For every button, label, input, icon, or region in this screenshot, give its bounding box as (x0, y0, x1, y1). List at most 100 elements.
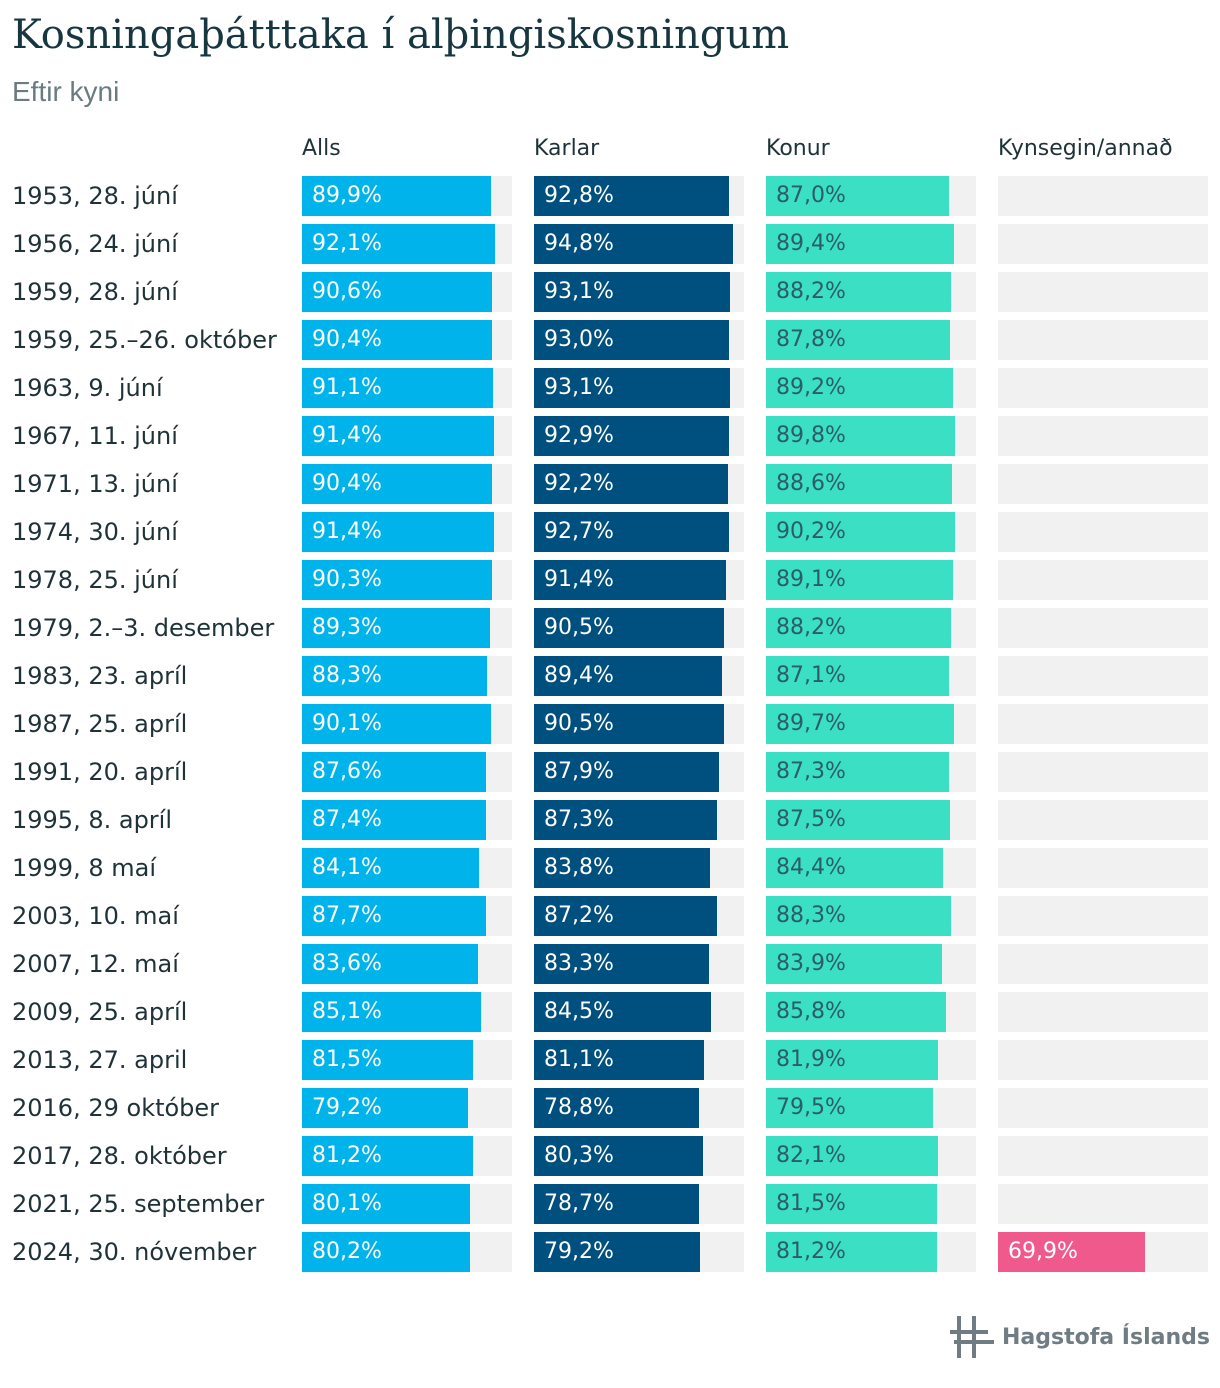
bar-alls (302, 992, 481, 1032)
bar-track: 93,1% (534, 272, 744, 312)
bar-value-label: 81,2% (312, 1143, 382, 1168)
bar-value-label: 87,1% (776, 663, 846, 688)
bar-track: 93,0% (534, 320, 744, 360)
bar-value-label: 90,3% (312, 567, 382, 592)
bar-value-label: 90,1% (312, 711, 382, 736)
bar-value-label: 90,5% (544, 615, 614, 640)
bar-track: 83,3% (534, 944, 744, 984)
bar-value-label: 90,4% (312, 327, 382, 352)
bar-track: 90,3% (302, 560, 512, 600)
bar-value-label: 69,9% (1008, 1239, 1078, 1264)
bar-track (998, 656, 1208, 696)
bar-value-label: 91,4% (312, 423, 382, 448)
bar-track (998, 1136, 1208, 1176)
bar-track: 83,6% (302, 944, 512, 984)
column-header-karlar: Karlar (534, 136, 600, 161)
bar-track: 81,9% (766, 1040, 976, 1080)
bar-track: 90,4% (302, 320, 512, 360)
bar-value-label: 84,4% (776, 855, 846, 880)
bar-value-label: 89,1% (776, 567, 846, 592)
bar-track: 81,2% (766, 1232, 976, 1272)
row-label: 1956, 24. júní (12, 230, 178, 258)
bar-value-label: 90,6% (312, 279, 382, 304)
bar-track: 83,9% (766, 944, 976, 984)
bar-value-label: 79,5% (776, 1095, 846, 1120)
bar-konur (766, 704, 955, 744)
bar-track: 87,7% (302, 896, 512, 936)
row-label: 1974, 30. júní (12, 518, 178, 546)
bar-track (998, 560, 1208, 600)
bar-track: 84,1% (302, 848, 512, 888)
bar-konur (766, 560, 954, 600)
bar-value-label: 88,3% (312, 663, 382, 688)
bar-karlar (534, 272, 730, 312)
bar-value-label: 91,4% (312, 519, 382, 544)
bar-value-label: 90,5% (544, 711, 614, 736)
bar-track: 87,3% (534, 800, 744, 840)
bar-value-label: 94,8% (544, 231, 614, 256)
bar-value-label: 83,8% (544, 855, 614, 880)
bar-alls (302, 848, 479, 888)
bar-track: 87,5% (766, 800, 976, 840)
row-label: 2009, 25. apríl (12, 998, 188, 1026)
bar-konur (766, 1136, 939, 1176)
bar-alls (302, 896, 487, 936)
bar-track: 88,3% (302, 656, 512, 696)
row-label: 2017, 28. október (12, 1142, 227, 1170)
bar-track: 88,2% (766, 608, 976, 648)
bar-alls (302, 1040, 474, 1080)
bar-track: 89,8% (766, 416, 976, 456)
bar-track: 91,4% (534, 560, 744, 600)
bar-value-label: 81,5% (312, 1047, 382, 1072)
bar-konur (766, 320, 951, 360)
bar-track (998, 272, 1208, 312)
bar-track: 90,5% (534, 608, 744, 648)
bar-alls (302, 512, 494, 552)
bar-track: 90,1% (302, 704, 512, 744)
bar-value-label: 81,2% (776, 1239, 846, 1264)
bar-konur (766, 896, 952, 936)
bar-value-label: 90,2% (776, 519, 846, 544)
bar-alls (302, 464, 492, 504)
bar-karlar (534, 320, 730, 360)
row-label: 2003, 10. maí (12, 902, 179, 930)
bar-track: 92,8% (534, 176, 744, 216)
bar-kynsegin-anna (998, 1232, 1145, 1272)
bar-value-label: 85,8% (776, 999, 846, 1024)
row-label: 1959, 25.–26. október (12, 326, 277, 354)
bar-konur (766, 944, 943, 984)
bar-value-label: 89,9% (312, 183, 382, 208)
bar-value-label: 93,1% (544, 279, 614, 304)
bar-alls (302, 320, 492, 360)
bar-konur (766, 224, 954, 264)
bar-value-label: 87,0% (776, 183, 846, 208)
bar-value-label: 78,8% (544, 1095, 614, 1120)
bar-karlar (534, 512, 729, 552)
bar-value-label: 84,5% (544, 999, 614, 1024)
bar-karlar (534, 464, 728, 504)
bar-value-label: 81,5% (776, 1191, 846, 1216)
logo-text: Hagstofa Íslands (1002, 1324, 1210, 1350)
row-label: 1978, 25. júní (12, 566, 178, 594)
bar-track: 79,5% (766, 1088, 976, 1128)
bar-track: 91,1% (302, 368, 512, 408)
bar-value-label: 82,1% (776, 1143, 846, 1168)
bar-value-label: 83,3% (544, 951, 614, 976)
bar-track: 80,3% (534, 1136, 744, 1176)
bar-track: 81,5% (766, 1184, 976, 1224)
row-label: 1959, 28. júní (12, 278, 178, 306)
bar-track: 87,4% (302, 800, 512, 840)
bar-track: 88,3% (766, 896, 976, 936)
bar-konur (766, 848, 944, 888)
bar-track (998, 704, 1208, 744)
bar-value-label: 79,2% (544, 1239, 614, 1264)
row-label: 2007, 12. maí (12, 950, 179, 978)
bar-value-label: 80,1% (312, 1191, 382, 1216)
bar-value-label: 81,1% (544, 1047, 614, 1072)
bar-value-label: 89,4% (544, 663, 614, 688)
bar-karlar (534, 176, 729, 216)
bar-alls (302, 1088, 469, 1128)
bar-track: 78,7% (534, 1184, 744, 1224)
bar-track: 94,8% (534, 224, 744, 264)
bar-track: 69,9% (998, 1232, 1208, 1272)
